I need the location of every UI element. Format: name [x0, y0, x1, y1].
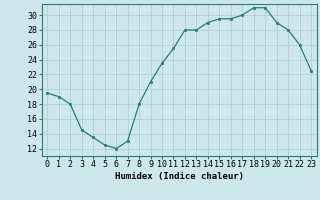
X-axis label: Humidex (Indice chaleur): Humidex (Indice chaleur)	[115, 172, 244, 181]
